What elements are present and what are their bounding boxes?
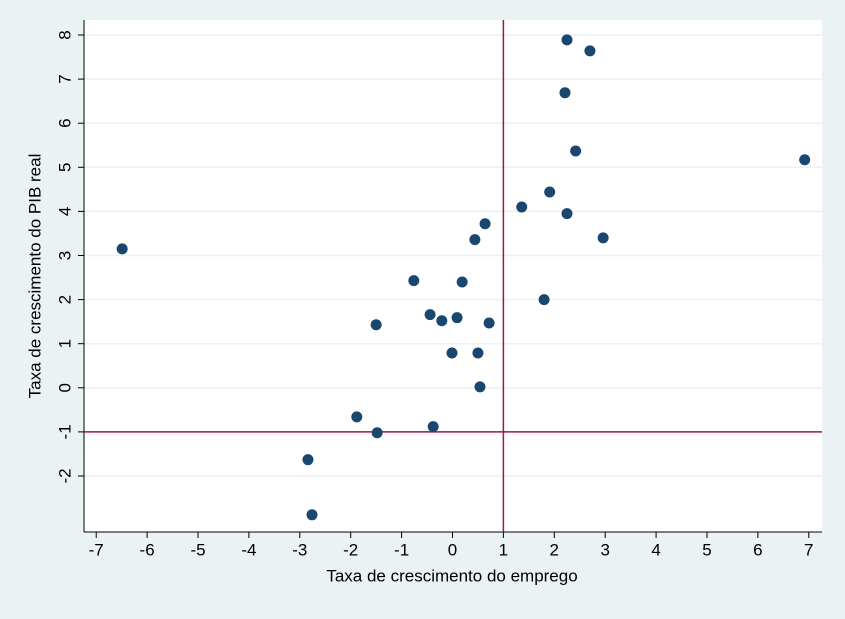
x-tick-label: 6 (753, 540, 762, 559)
point (436, 315, 448, 327)
point (597, 232, 609, 244)
x-tick-label: -6 (140, 540, 155, 559)
point (370, 319, 382, 331)
x-tick-label: -4 (241, 540, 256, 559)
y-tick-label: -1 (55, 424, 74, 439)
x-tick-label: 3 (600, 540, 609, 559)
x-tick-label: 5 (702, 540, 711, 559)
point (371, 427, 383, 439)
point (351, 411, 363, 423)
x-tick-label: -5 (190, 540, 205, 559)
point (424, 309, 436, 321)
x-tick-label: 2 (550, 540, 559, 559)
y-tick-label: -2 (55, 468, 74, 483)
x-tick-label: -3 (292, 540, 307, 559)
point (469, 234, 481, 246)
point (516, 201, 528, 213)
plot-area (84, 20, 822, 532)
y-tick-label: 6 (55, 118, 74, 127)
x-tick-label: -1 (394, 540, 409, 559)
point (474, 381, 486, 393)
point (479, 218, 491, 230)
point (446, 347, 458, 359)
point (427, 421, 439, 433)
x-tick-label: 7 (804, 540, 813, 559)
point (306, 509, 318, 521)
point (584, 45, 596, 57)
y-tick-label: 7 (55, 74, 74, 83)
point (451, 312, 463, 324)
point (570, 145, 582, 157)
point (561, 208, 573, 220)
point (561, 34, 573, 46)
point (483, 317, 495, 329)
x-tick-label: 4 (651, 540, 660, 559)
point (456, 276, 468, 288)
point (472, 347, 484, 359)
point (799, 154, 811, 166)
point (544, 186, 556, 198)
point (408, 275, 420, 287)
point (559, 87, 571, 99)
y-tick-label: 1 (55, 339, 74, 348)
x-axis-title: Taxa de crescimento do emprego (326, 566, 577, 585)
x-tick-label: -7 (89, 540, 104, 559)
y-tick-label: 3 (55, 251, 74, 260)
y-tick-label: 2 (55, 295, 74, 304)
point (116, 243, 128, 255)
x-tick-label: 0 (448, 540, 457, 559)
y-tick-label: 4 (55, 207, 74, 216)
y-tick-label: 5 (55, 163, 74, 172)
y-axis-title: Taxa de crescimento do PIB real (25, 154, 44, 399)
x-tick-label: 1 (499, 540, 508, 559)
y-tick-label: 8 (55, 30, 74, 39)
point (538, 294, 550, 306)
point (302, 454, 314, 466)
x-tick-label: -2 (343, 540, 358, 559)
y-tick-label: 0 (55, 383, 74, 392)
